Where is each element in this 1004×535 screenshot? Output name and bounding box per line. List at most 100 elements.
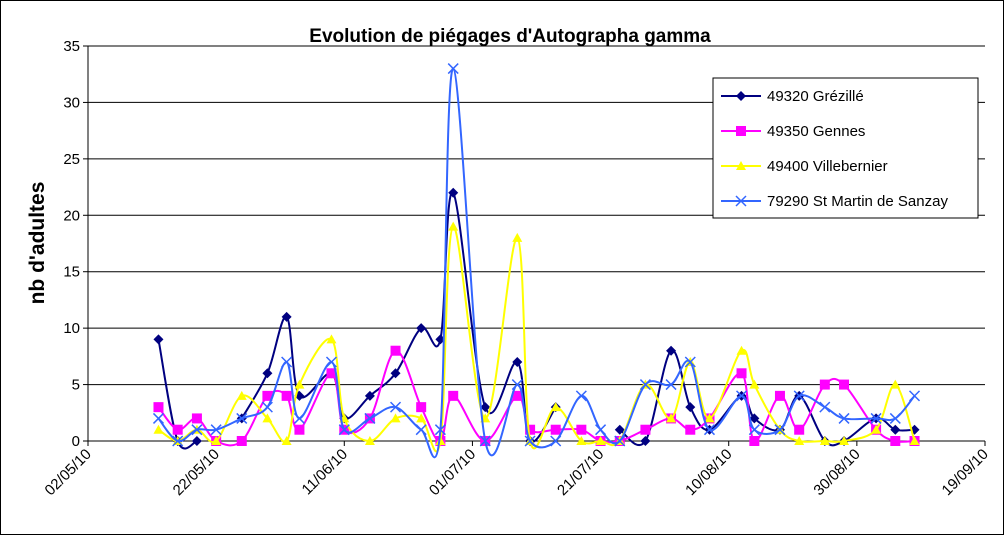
marker [416, 413, 427, 423]
marker [281, 311, 292, 322]
y-tick-label: 5 [72, 377, 80, 394]
marker [595, 436, 606, 445]
series-line [157, 225, 916, 453]
marker [191, 413, 202, 424]
series-line [240, 191, 557, 443]
legend-label: 49350 Gennes [767, 123, 865, 140]
marker [576, 424, 587, 435]
y-axis-label: nb d'adultes [26, 182, 49, 305]
marker [889, 412, 901, 424]
marker [294, 424, 305, 435]
marker [550, 435, 562, 447]
marker [575, 390, 587, 402]
marker [326, 334, 337, 344]
marker [666, 413, 677, 423]
marker [640, 436, 651, 446]
marker [685, 424, 696, 435]
legend-label: 79290 St Martin de Sanzay [767, 193, 948, 210]
marker [614, 424, 625, 435]
marker [890, 436, 901, 446]
marker [326, 368, 337, 379]
marker [390, 401, 402, 413]
marker [774, 390, 785, 401]
marker [191, 436, 202, 446]
marker [390, 345, 401, 356]
marker [262, 413, 273, 423]
legend-box [712, 77, 979, 219]
marker [435, 436, 446, 445]
y-tick-label: 10 [63, 320, 80, 337]
marker [839, 436, 850, 445]
legend-label: 49400 Villebernier [767, 158, 888, 175]
marker [294, 379, 305, 389]
marker [819, 401, 831, 413]
marker [870, 412, 882, 424]
marker [512, 357, 523, 367]
marker [416, 402, 427, 413]
marker [871, 424, 882, 434]
marker [736, 345, 747, 355]
marker [639, 379, 651, 391]
legend-label: 49320 Grézillé [767, 88, 864, 105]
marker [749, 379, 760, 389]
marker [793, 390, 805, 402]
marker [908, 390, 921, 402]
marker [736, 368, 747, 379]
marker [819, 436, 830, 445]
marker [236, 436, 247, 446]
series-line [157, 67, 916, 459]
marker [281, 390, 292, 401]
marker [640, 424, 651, 435]
marker [281, 436, 292, 445]
marker [210, 424, 222, 436]
marker [665, 379, 677, 391]
y-tick-label: 15 [63, 264, 80, 281]
marker [890, 379, 901, 389]
marker [293, 412, 305, 424]
y-tick-label: 35 [63, 38, 80, 55]
marker [666, 345, 677, 356]
marker [172, 435, 184, 447]
marker [434, 424, 446, 436]
marker [364, 436, 375, 445]
marker [512, 390, 523, 401]
marker [576, 436, 587, 445]
marker [448, 390, 459, 401]
marker [838, 412, 850, 424]
marker [364, 412, 376, 424]
marker [685, 402, 696, 413]
marker [479, 435, 491, 447]
marker [736, 126, 746, 136]
marker [153, 334, 164, 345]
marker [749, 436, 760, 446]
y-tick-label: 25 [63, 151, 80, 168]
marker [448, 221, 459, 231]
marker [550, 424, 561, 435]
marker [281, 356, 293, 368]
chart-title: Evolution de piégages d'Autographa gamma [309, 26, 711, 47]
marker [736, 91, 746, 101]
marker [262, 390, 273, 401]
marker [390, 413, 401, 423]
marker [172, 424, 183, 435]
marker [416, 323, 427, 334]
marker [262, 368, 273, 379]
marker [390, 368, 401, 379]
marker [684, 356, 696, 368]
marker [735, 390, 748, 402]
marker [890, 424, 901, 435]
marker [735, 195, 747, 207]
marker [595, 424, 607, 436]
y-tick-label: 0 [72, 433, 80, 450]
marker [839, 379, 850, 390]
marker [236, 390, 247, 400]
marker [152, 412, 165, 424]
marker [153, 402, 164, 413]
y-tick-label: 30 [63, 94, 80, 111]
marker [512, 232, 523, 242]
marker [703, 424, 716, 436]
marker [524, 435, 536, 447]
marker [325, 356, 338, 368]
marker [909, 436, 920, 445]
